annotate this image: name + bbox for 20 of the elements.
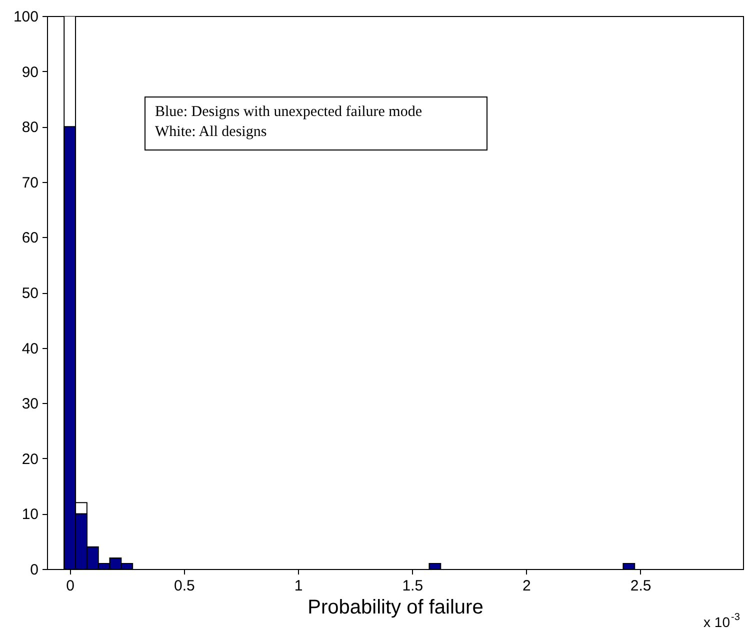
y-tick-label: 70	[22, 174, 38, 192]
x-tick-label: 1	[294, 578, 303, 594]
x-tick-label: 2	[522, 578, 531, 594]
x-tick-label: 0	[66, 578, 74, 594]
y-tick-label: 60	[22, 230, 38, 247]
y-tick-label: 50	[22, 285, 38, 302]
x-tick-label: 1.5	[402, 578, 424, 594]
y-tick-label: 0	[30, 562, 38, 578]
annotation: White: All designs	[155, 124, 267, 140]
y-tick-label: 20	[22, 450, 38, 468]
x-tick-label: 2.5	[630, 578, 652, 594]
y-tick-label: 80	[22, 119, 38, 136]
y-tick-label: 30	[22, 396, 38, 413]
y-tick-label: 10	[22, 506, 38, 524]
y-tick-label: 100	[13, 8, 38, 26]
annotation: Blue: Designs with unexpected failure mode	[155, 104, 422, 120]
y-tick-label: 90	[22, 64, 38, 81]
x-tick-label: 0.5	[174, 578, 195, 594]
x-axis-title: Probability of failure	[308, 596, 484, 618]
y-tick-label: 40	[22, 340, 38, 358]
